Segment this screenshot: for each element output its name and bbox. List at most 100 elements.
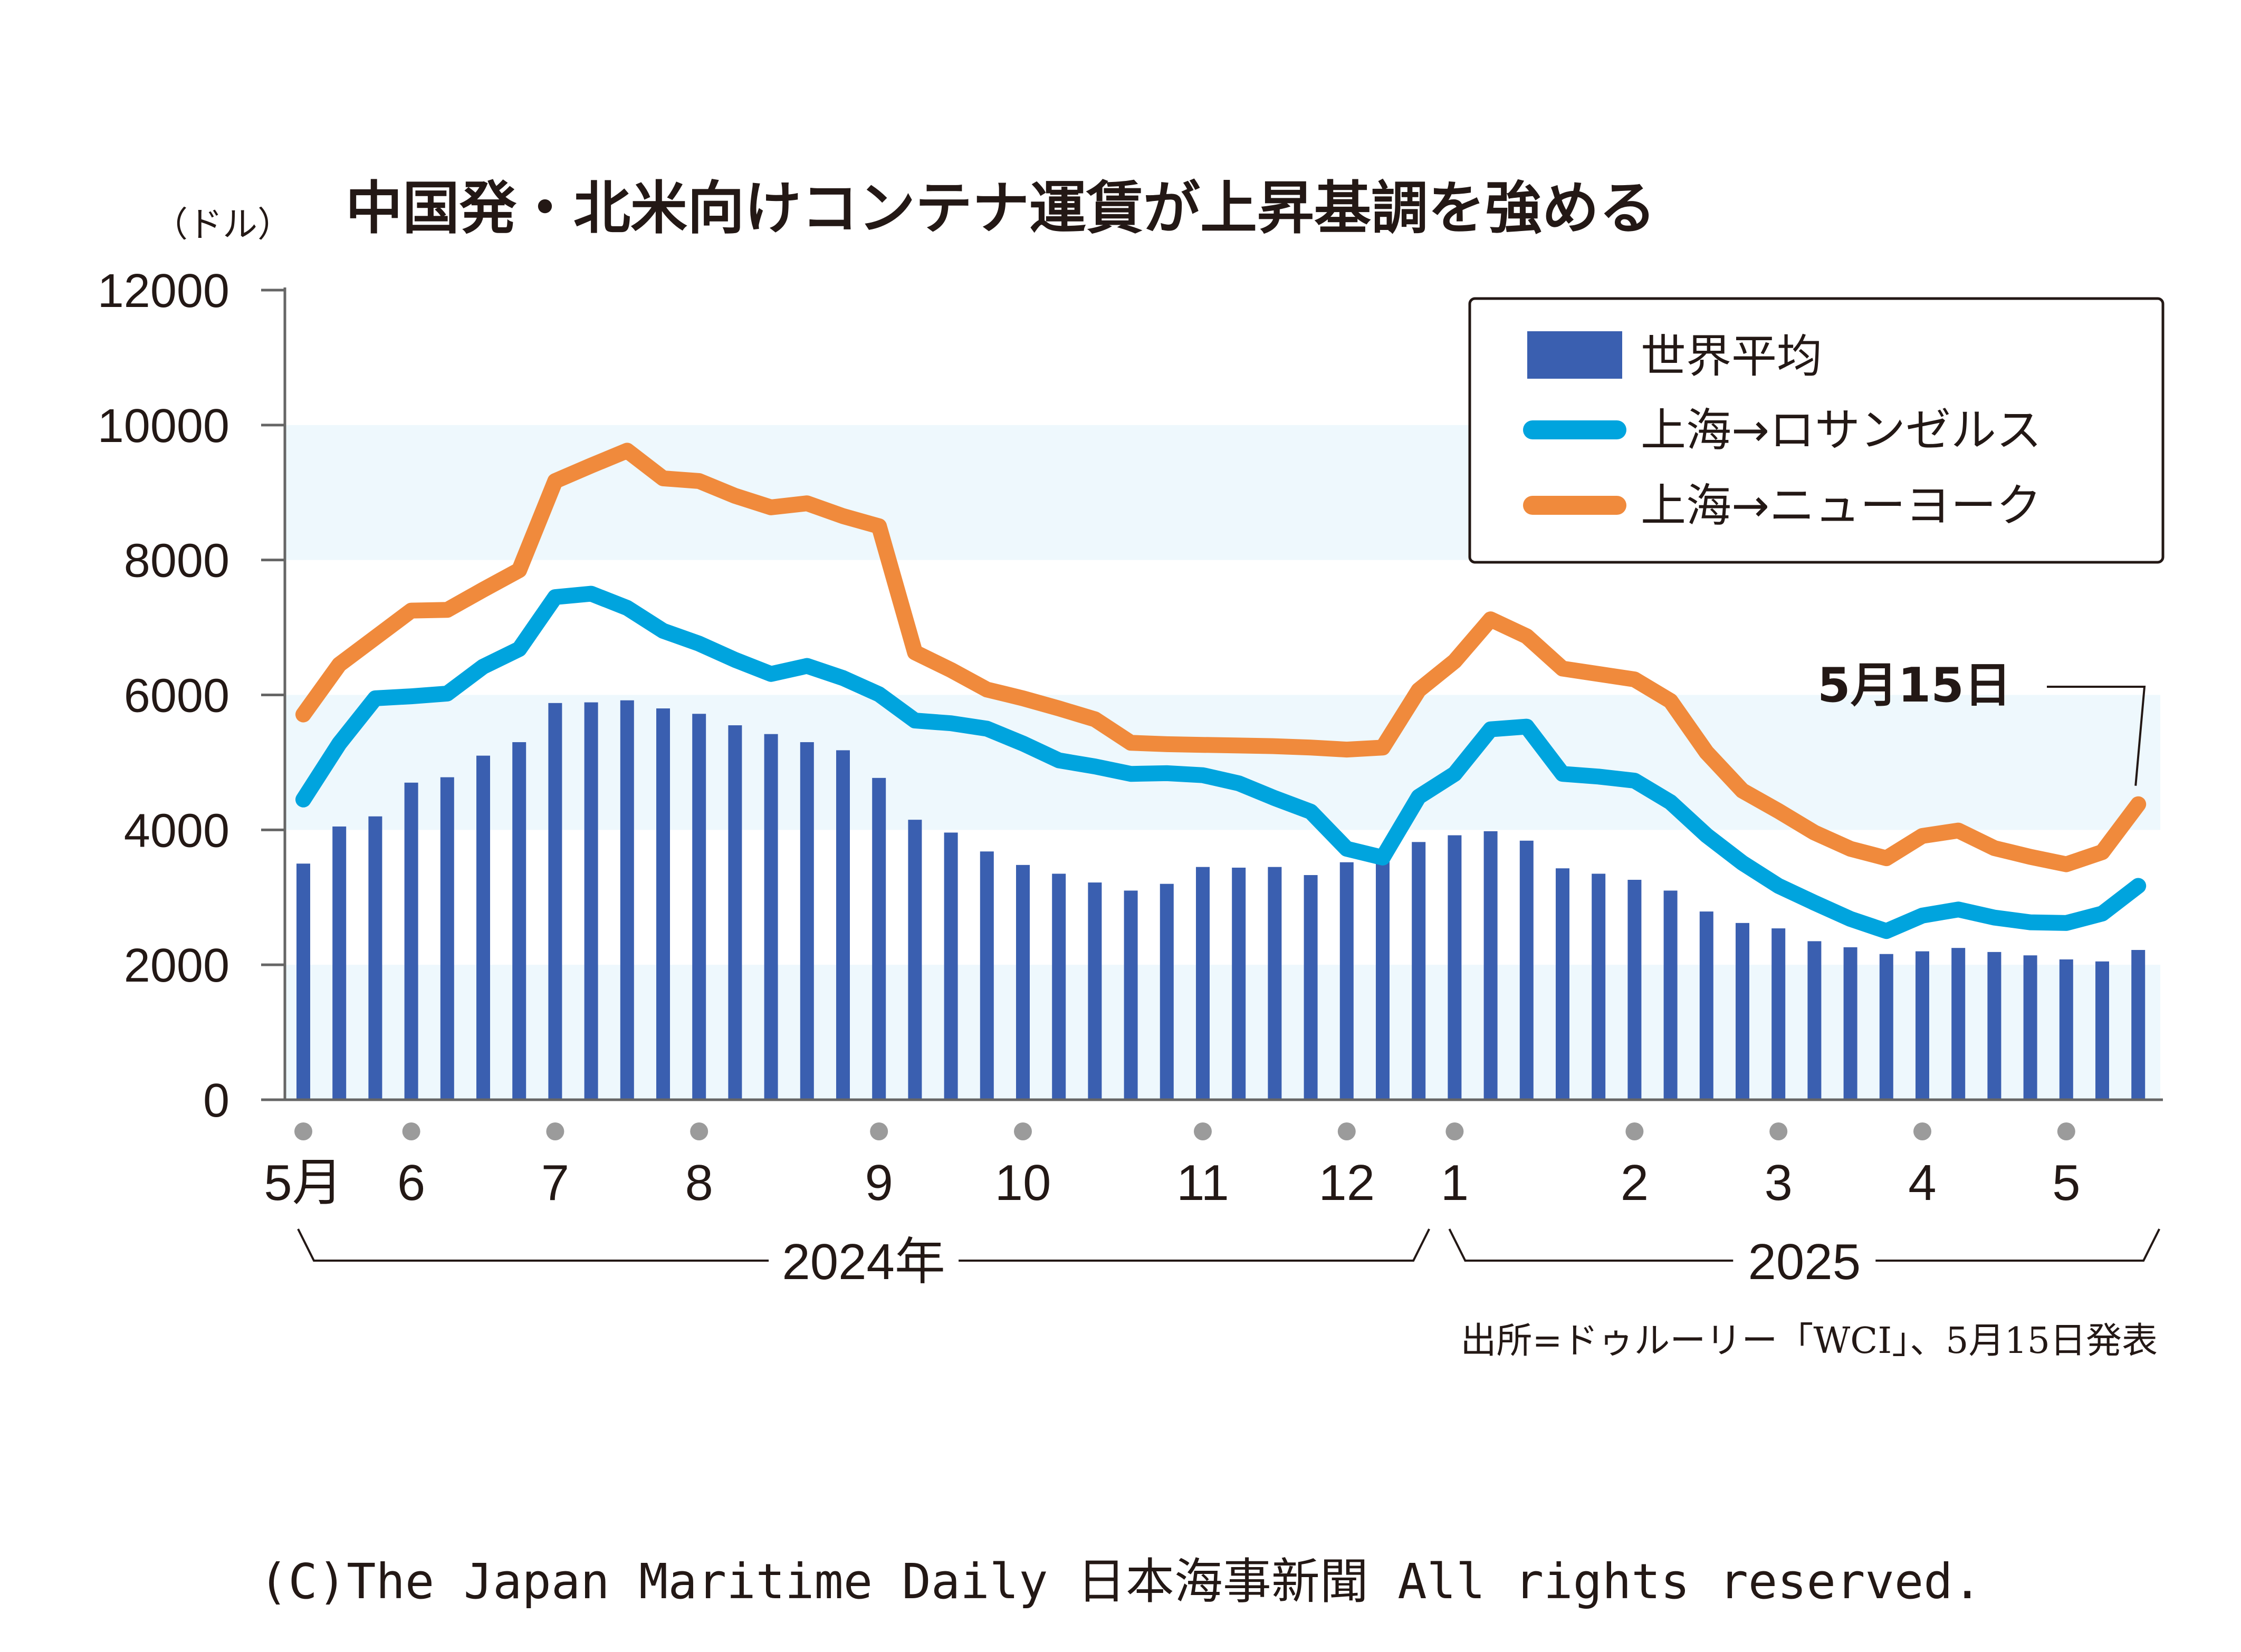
bar-week-14 bbox=[800, 742, 814, 1100]
bar-week-9 bbox=[620, 700, 634, 1100]
x-tick-label-49: 5 bbox=[2052, 1155, 2080, 1211]
month-dot-3 bbox=[402, 1122, 420, 1140]
year-bracket-1 bbox=[1448, 1228, 2160, 1262]
bar-week-6 bbox=[512, 742, 526, 1100]
x-tick-label-11: 8 bbox=[685, 1155, 713, 1211]
bar-week-51 bbox=[2131, 950, 2146, 1100]
bar-week-50 bbox=[2095, 961, 2109, 1100]
month-dot-29 bbox=[1337, 1122, 1356, 1140]
bar-week-41 bbox=[1771, 928, 1786, 1100]
month-dot-11 bbox=[690, 1122, 708, 1140]
month-dot-20 bbox=[1014, 1122, 1032, 1140]
bar-week-38 bbox=[1663, 890, 1678, 1100]
bar-week-1 bbox=[332, 826, 347, 1100]
bar-week-17 bbox=[908, 820, 922, 1100]
month-dot-0 bbox=[294, 1122, 312, 1140]
bar-week-27 bbox=[1268, 867, 1282, 1100]
y-tick-label-10000: 10000 bbox=[98, 400, 229, 453]
x-tick-label-16: 9 bbox=[865, 1155, 893, 1211]
bar-week-28 bbox=[1304, 875, 1318, 1100]
year-brackets: 2024年 2025 bbox=[297, 1228, 2160, 1290]
y-tick-label-0: 0 bbox=[203, 1074, 229, 1127]
line-series-shanghai-ny bbox=[295, 443, 2147, 872]
bar-week-33 bbox=[1483, 831, 1498, 1100]
bar-week-18 bbox=[944, 832, 958, 1100]
legend: 世界平均 上海→ロサンゼルス 上海→ニューヨーク bbox=[1468, 297, 2165, 564]
legend-label-shanghai-ny: 上海→ニューヨーク bbox=[1641, 479, 2042, 532]
bar-week-36 bbox=[1592, 873, 1606, 1100]
annotation-label: 5月15日 bbox=[1817, 658, 2012, 713]
bar-week-19 bbox=[980, 851, 994, 1100]
x-tick-label-37: 2 bbox=[1621, 1155, 1649, 1211]
bar-week-30 bbox=[1376, 859, 1390, 1100]
bar-series-world-average bbox=[296, 700, 2146, 1100]
x-tick-labels: 5月 6 7 8 9 10 11 12 1 2 3 4 5 bbox=[264, 1122, 2080, 1211]
x-tick-label-3: 6 bbox=[397, 1155, 425, 1211]
line-series-group bbox=[295, 443, 2147, 939]
y-tick-label-12000: 12000 bbox=[98, 265, 229, 318]
legend-label-world-average: 世界平均 bbox=[1641, 330, 1822, 383]
x-tick-label-20: 10 bbox=[995, 1155, 1051, 1211]
copyright-notice: (C)The Japan Maritime Daily 日本海事新聞 All r… bbox=[259, 1553, 1982, 1610]
bar-week-34 bbox=[1519, 840, 1534, 1100]
month-dot-25 bbox=[1194, 1122, 1212, 1140]
month-dot-45 bbox=[1913, 1122, 1931, 1140]
bar-week-16 bbox=[872, 777, 886, 1100]
x-tick-label-7: 7 bbox=[541, 1155, 569, 1211]
x-tick-label-45: 4 bbox=[1908, 1155, 1936, 1211]
bar-week-10 bbox=[656, 708, 670, 1100]
legend-label-shanghai-la: 上海→ロサンゼルス bbox=[1641, 404, 2042, 457]
bar-week-7 bbox=[548, 703, 562, 1100]
bar-week-48 bbox=[2023, 955, 2037, 1100]
bar-week-15 bbox=[836, 750, 850, 1100]
y-tick-label-8000: 8000 bbox=[124, 535, 229, 588]
bar-week-42 bbox=[1807, 941, 1822, 1100]
bar-week-22 bbox=[1088, 882, 1102, 1100]
y-tick-labels: 0 2000 4000 6000 8000 10000 12000 bbox=[98, 265, 285, 1127]
line-series-shanghai-la bbox=[295, 585, 2147, 939]
x-tick-label-41: 3 bbox=[1765, 1155, 1793, 1211]
chart-title: 中国発・北米向けコンテナ運賃が上昇基調を強める bbox=[346, 176, 1656, 242]
month-dot-16 bbox=[870, 1122, 888, 1140]
bar-week-35 bbox=[1556, 868, 1569, 1100]
month-dot-7 bbox=[546, 1122, 564, 1140]
bar-week-3 bbox=[404, 782, 418, 1100]
bar-week-26 bbox=[1232, 867, 1246, 1100]
source-note: 出所=ドゥルーリー「WCI」、5月15日発表 bbox=[1460, 1320, 2158, 1362]
bar-week-43 bbox=[1843, 947, 1857, 1100]
bar-week-12 bbox=[728, 725, 742, 1100]
bar-week-45 bbox=[1916, 951, 1929, 1100]
bar-week-31 bbox=[1412, 842, 1426, 1100]
band-4000-6000 bbox=[285, 695, 2160, 830]
month-dot-41 bbox=[1769, 1122, 1788, 1140]
x-tick-label-0: 5月 bbox=[264, 1155, 342, 1211]
bar-week-39 bbox=[1699, 911, 1713, 1100]
bar-week-37 bbox=[1627, 879, 1642, 1100]
legend-box bbox=[1468, 297, 2165, 564]
annotation-leader-line bbox=[2047, 686, 2146, 786]
bar-week-5 bbox=[476, 755, 490, 1100]
month-dot-37 bbox=[1625, 1122, 1644, 1140]
year-label-1: 2025 bbox=[1748, 1234, 1861, 1290]
x-tick-label-32: 1 bbox=[1441, 1155, 1469, 1211]
y-axis-unit: （ドル） bbox=[153, 204, 292, 245]
x-tick-label-29: 12 bbox=[1318, 1155, 1375, 1211]
bar-week-44 bbox=[1879, 954, 1893, 1100]
bar-week-8 bbox=[584, 702, 598, 1100]
bar-week-40 bbox=[1736, 923, 1749, 1100]
y-tick-label-4000: 4000 bbox=[124, 804, 229, 857]
bar-week-0 bbox=[296, 863, 310, 1100]
band-0-2000 bbox=[285, 965, 2160, 1100]
bar-week-20 bbox=[1016, 865, 1030, 1100]
bar-week-32 bbox=[1448, 835, 1462, 1100]
bar-week-11 bbox=[692, 714, 706, 1100]
year-bracket-0 bbox=[297, 1228, 1430, 1262]
bar-week-49 bbox=[2059, 959, 2073, 1100]
bar-week-4 bbox=[440, 777, 454, 1100]
bar-week-47 bbox=[1987, 952, 2001, 1100]
y-tick-label-6000: 6000 bbox=[124, 670, 229, 723]
bar-week-21 bbox=[1052, 873, 1066, 1100]
month-dot-49 bbox=[2057, 1122, 2075, 1140]
bar-week-23 bbox=[1124, 890, 1138, 1100]
